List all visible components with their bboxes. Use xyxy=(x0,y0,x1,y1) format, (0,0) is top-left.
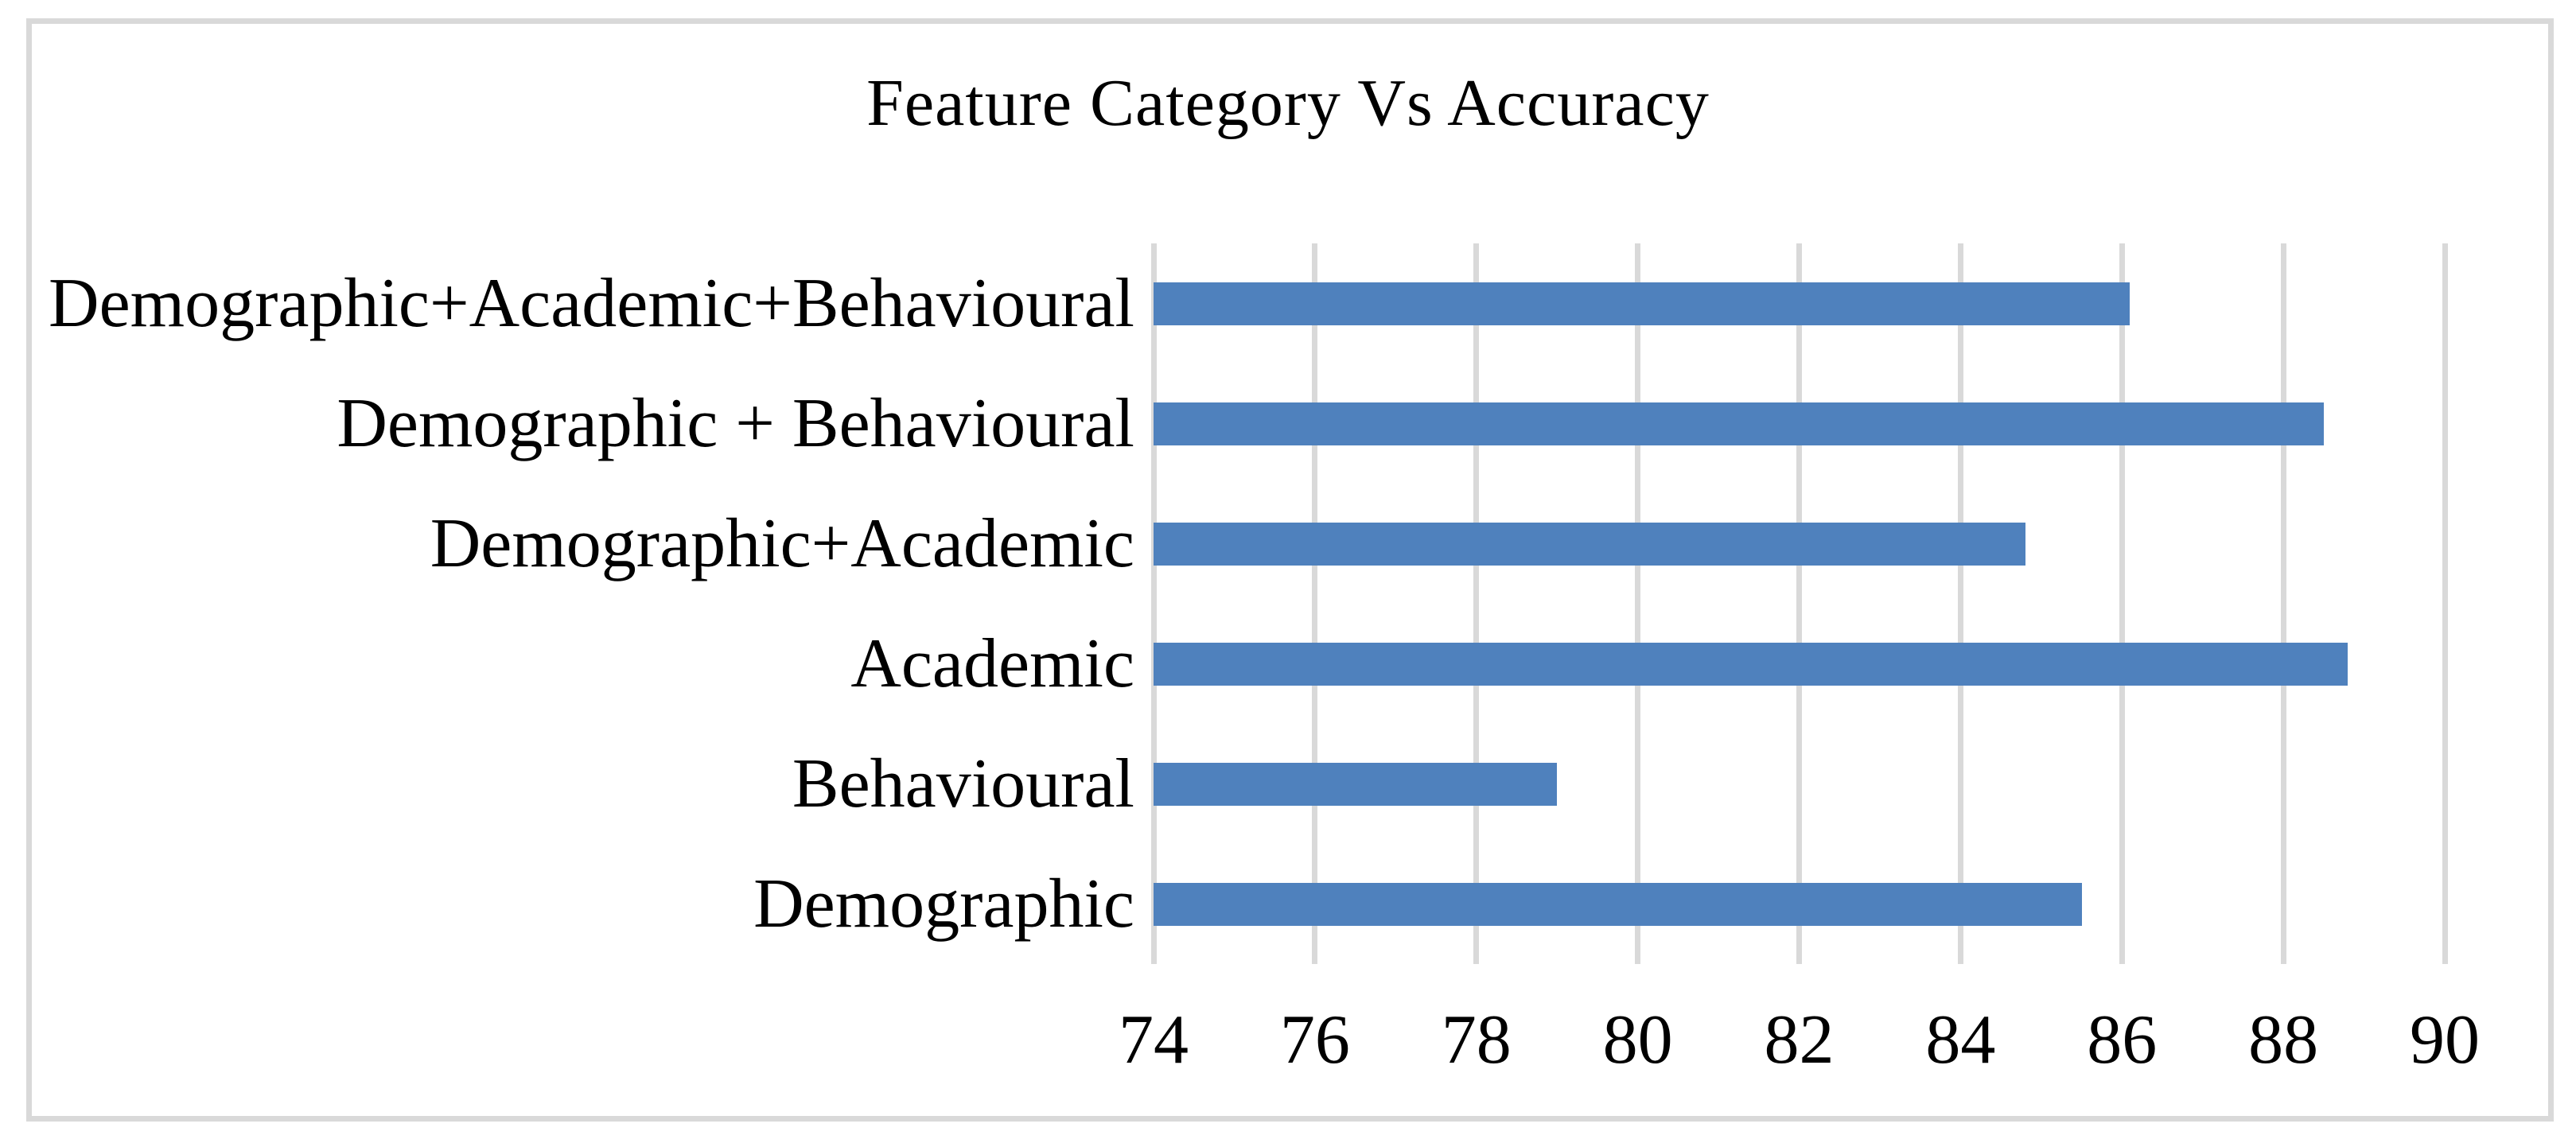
gridline xyxy=(2280,243,2286,964)
x-tick-label: 90 xyxy=(2410,1001,2480,1079)
category-label: Demographic+Academic xyxy=(430,504,1134,582)
category-label: Demographic+Academic+Behavioural xyxy=(49,264,1134,342)
x-tick-label: 78 xyxy=(1441,1001,1512,1079)
x-tick-label: 84 xyxy=(1925,1001,1996,1079)
x-tick-label: 80 xyxy=(1602,1001,1673,1079)
category-label: Demographic xyxy=(753,865,1134,943)
gridline xyxy=(1312,243,1318,964)
category-label: Demographic + Behavioural xyxy=(337,384,1134,462)
gridline xyxy=(2119,243,2125,964)
chart-title: Feature Category Vs Accuracy xyxy=(866,66,1710,140)
gridline xyxy=(1796,243,1802,964)
x-tick-label: 88 xyxy=(2248,1001,2319,1079)
gridline xyxy=(1635,243,1641,964)
gridline xyxy=(1150,243,1157,964)
x-tick-label: 76 xyxy=(1279,1001,1350,1079)
bar-academic xyxy=(1154,642,2348,686)
category-label: Behavioural xyxy=(792,745,1134,822)
gridline xyxy=(1957,243,1963,964)
bar-demographic xyxy=(1154,882,2082,926)
bar-behavioural xyxy=(1154,762,1558,806)
bar-demographic-behavioural xyxy=(1154,402,2324,445)
category-label: Academic xyxy=(850,624,1134,702)
bar-demographic-academic xyxy=(1154,522,2025,566)
x-tick-label: 86 xyxy=(2087,1001,2158,1079)
bar-demographic-academic-behavioural xyxy=(1154,282,2130,325)
x-tick-label: 82 xyxy=(1764,1001,1835,1079)
x-tick-label: 74 xyxy=(1119,1001,1189,1079)
gridline xyxy=(1473,243,1480,964)
gridline xyxy=(2442,243,2448,964)
